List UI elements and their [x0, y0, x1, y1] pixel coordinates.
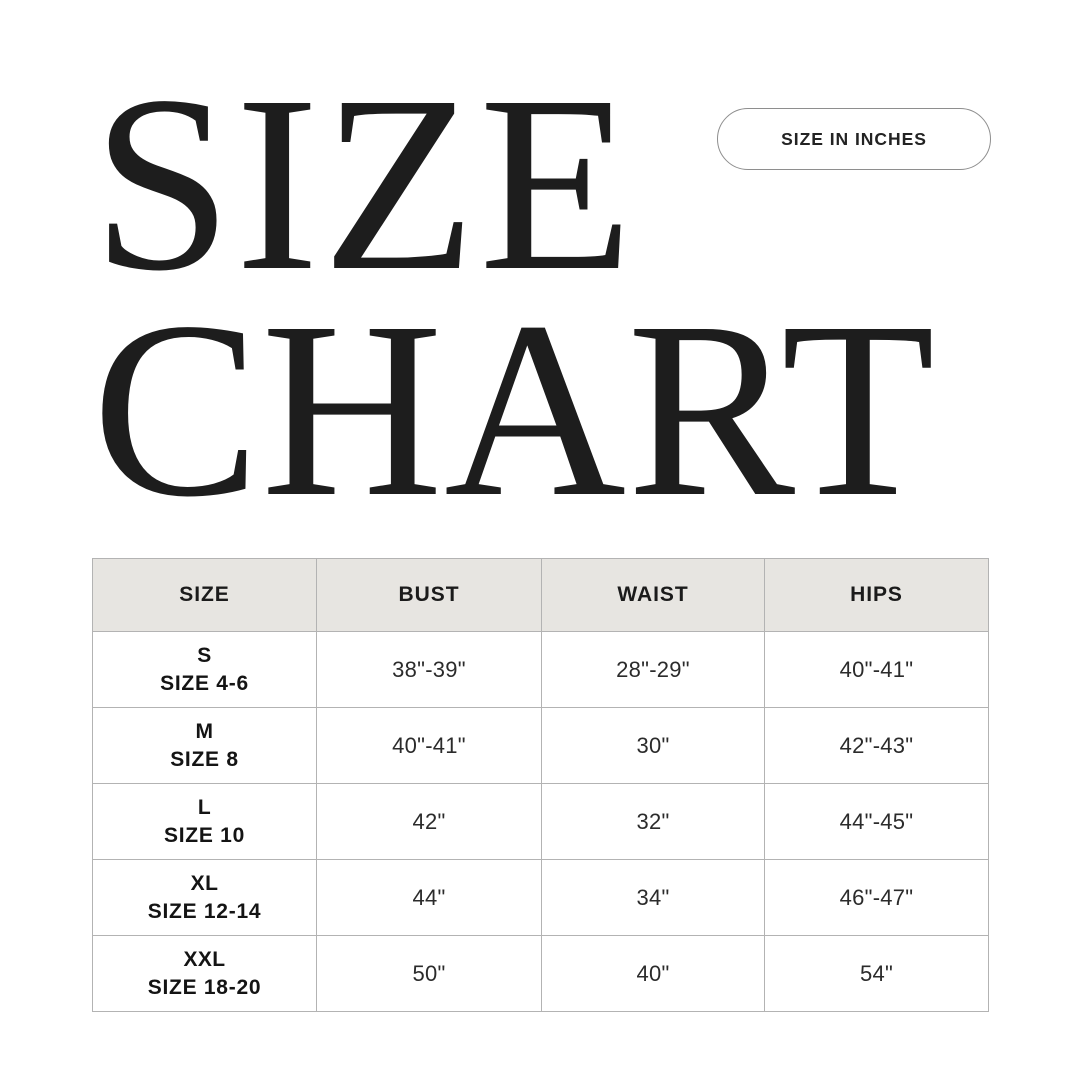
- cell-bust: 42": [316, 783, 542, 860]
- page-title-line-1: SIZE: [92, 43, 637, 323]
- cell-waist: 30": [541, 707, 765, 784]
- cell-waist: 32": [541, 783, 765, 860]
- cell-size: S SIZE 4-6: [92, 631, 317, 708]
- cell-size: XL SIZE 12-14: [92, 859, 317, 936]
- cell-waist: 28"-29": [541, 631, 765, 708]
- table-row: L SIZE 10 42" 32" 44"-45": [92, 783, 989, 860]
- page-title: SIZE CHART: [92, 43, 992, 549]
- cell-waist: 40": [541, 935, 765, 1012]
- size-number: SIZE 8: [170, 747, 239, 771]
- size-code: M: [195, 719, 214, 743]
- cell-bust: 40"-41": [316, 707, 542, 784]
- cell-hips: 42"-43": [764, 707, 989, 784]
- column-header-hips: HIPS: [764, 558, 989, 632]
- table-row: M SIZE 8 40"-41" 30" 42"-43": [92, 707, 989, 784]
- column-header-size: SIZE: [92, 558, 317, 632]
- size-number: SIZE 18-20: [147, 975, 262, 999]
- size-code: S: [197, 643, 212, 667]
- size-unit-badge: SIZE IN INCHES: [717, 108, 991, 170]
- size-number: SIZE 10: [163, 823, 245, 847]
- cell-hips: 46"-47": [764, 859, 989, 936]
- size-table-head: SIZE BUST WAIST HIPS: [92, 558, 989, 632]
- size-number: SIZE 12-14: [147, 899, 262, 923]
- cell-bust: 44": [316, 859, 542, 936]
- size-table-container: SIZE BUST WAIST HIPS S SIZE 4-6 38"-39" …: [92, 558, 989, 1012]
- cell-size: L SIZE 10: [92, 783, 317, 860]
- size-table-body: S SIZE 4-6 38"-39" 28"-29" 40"-41" M SIZ…: [92, 631, 989, 1012]
- table-row: XXL SIZE 18-20 50" 40" 54": [92, 935, 989, 1012]
- cell-bust: 50": [316, 935, 542, 1012]
- size-code: L: [197, 795, 212, 819]
- size-code: XXL: [183, 947, 226, 971]
- cell-bust: 38"-39": [316, 631, 542, 708]
- column-header-waist: WAIST: [541, 558, 765, 632]
- cell-hips: 54": [764, 935, 989, 1012]
- cell-hips: 40"-41": [764, 631, 989, 708]
- table-header-row: SIZE BUST WAIST HIPS: [92, 558, 989, 632]
- column-header-bust: BUST: [316, 558, 542, 632]
- size-unit-badge-label: SIZE IN INCHES: [781, 128, 927, 149]
- size-number: SIZE 4-6: [160, 671, 249, 695]
- cell-size: M SIZE 8: [92, 707, 317, 784]
- size-table: SIZE BUST WAIST HIPS S SIZE 4-6 38"-39" …: [92, 558, 989, 1012]
- table-row: S SIZE 4-6 38"-39" 28"-29" 40"-41": [92, 631, 989, 708]
- cell-waist: 34": [541, 859, 765, 936]
- table-row: XL SIZE 12-14 44" 34" 46"-47": [92, 859, 989, 936]
- size-code: XL: [190, 871, 219, 895]
- cell-size: XXL SIZE 18-20: [92, 935, 317, 1012]
- cell-hips: 44"-45": [764, 783, 989, 860]
- page-title-line-2: CHART: [92, 268, 936, 549]
